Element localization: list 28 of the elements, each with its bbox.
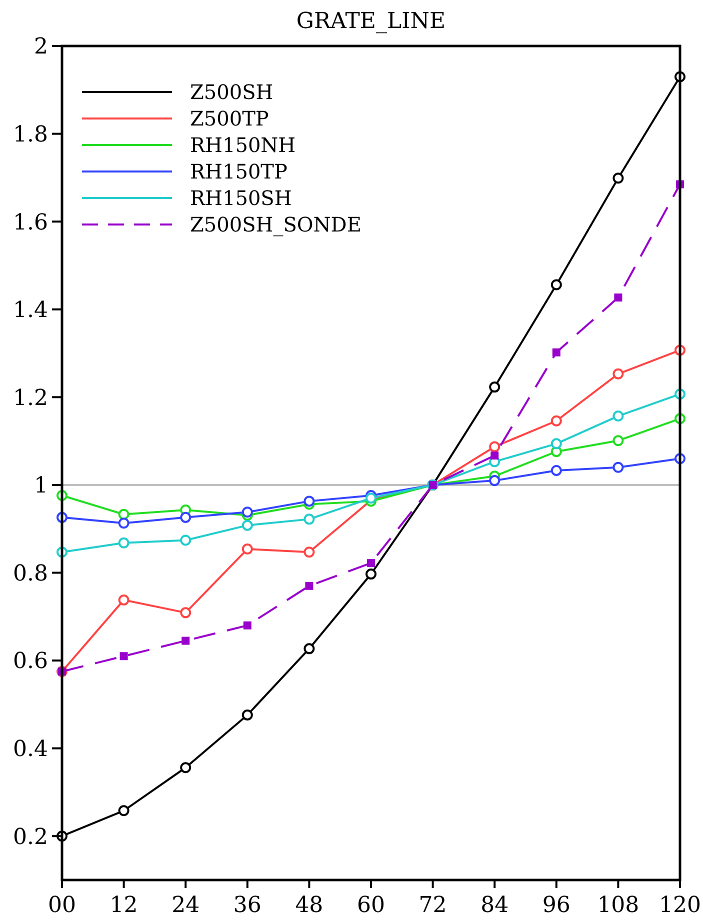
x-tick-label: 72: [418, 893, 447, 918]
y-tick-label: 0.4: [13, 737, 48, 762]
legend-label: RH150TP: [190, 160, 288, 184]
y-tick-label: 0.6: [13, 649, 48, 674]
y-tick-label: 1.2: [13, 386, 48, 411]
chart-title: GRATE_LINE: [296, 9, 446, 34]
x-tick-label: 96: [542, 893, 570, 918]
y-tick-label: 1.8: [13, 122, 48, 148]
x-tick-label: 00: [48, 893, 76, 918]
x-tick-label: 60: [357, 893, 385, 918]
legend-label: RH150SH: [190, 186, 292, 210]
y-tick-label: 0.2: [13, 824, 48, 850]
y-tick-label: 2: [34, 34, 48, 60]
legend-label: RH150NH: [190, 133, 296, 157]
x-tick-label: 108: [597, 893, 640, 918]
legend-label: Z500TP: [190, 106, 269, 130]
x-tick-label: 120: [659, 893, 701, 918]
y-tick-label: 1.6: [13, 210, 48, 236]
y-tick-label: 1.4: [13, 298, 48, 324]
x-tick-label: 48: [295, 893, 324, 918]
x-tick-label: 12: [110, 893, 138, 918]
y-tick-label: 0.8: [13, 561, 48, 586]
x-tick-label: 24: [172, 893, 200, 918]
legend-label: Z500SH_SONDE: [190, 212, 362, 236]
x-tick-label: 36: [233, 893, 262, 918]
y-tick-label: 1: [34, 474, 48, 499]
x-tick-label: 84: [480, 893, 509, 918]
legend-label: Z500SH: [190, 80, 274, 104]
